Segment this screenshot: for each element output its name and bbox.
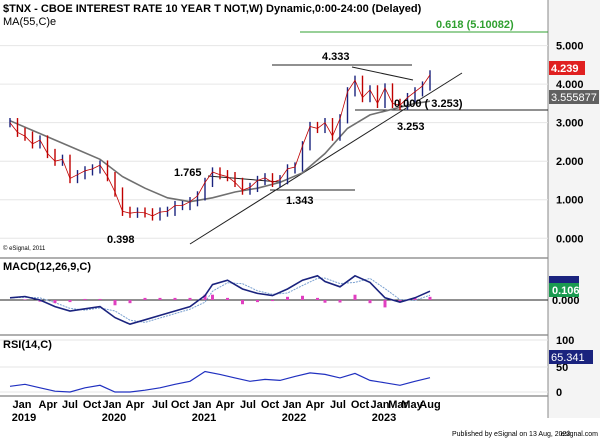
time-year-label: 2022	[282, 412, 306, 424]
time-tick-label: Jul	[240, 399, 256, 411]
rsi-y-tick-label: 0	[556, 387, 562, 399]
time-tick-label: Oct	[261, 399, 280, 411]
price-y-tick-label: 1.000	[556, 195, 584, 207]
annotation-1343: 1.343	[286, 195, 314, 207]
price-close-line	[9, 74, 431, 217]
time-tick-label: Oct	[171, 399, 190, 411]
price-y-tick-label: 3.000	[556, 118, 584, 130]
time-tick-label: Apr	[216, 399, 236, 411]
last-price-label: 4.239	[551, 63, 579, 75]
macd-y-tick-label: 0.000	[552, 295, 580, 307]
time-tick-label: Mar	[388, 399, 408, 411]
annotation-fib-0618: 0.618 (5.10082)	[436, 19, 514, 31]
rsi-value-label: 65.341	[551, 352, 585, 364]
copyright: © eSignal, 2011	[3, 245, 46, 252]
price-y-tick-label: 4.000	[556, 79, 584, 91]
rsi-value-label-box	[549, 350, 593, 364]
time-tick-label: Apr	[126, 399, 146, 411]
annotation-4333: 4.333	[322, 51, 350, 63]
last-price-label-box	[549, 61, 585, 75]
time-tick-label: Jul	[62, 399, 78, 411]
time-tick-label: Apr	[306, 399, 326, 411]
time-tick-label: May	[401, 399, 423, 411]
price-y-tick-label: 5.000	[556, 41, 584, 53]
time-year-label: 2021	[192, 412, 216, 424]
trendline-support	[189, 72, 463, 245]
rsi-y-axis: 100 50 0	[556, 335, 574, 399]
macd-value-label: 0.106	[552, 285, 580, 297]
time-year-label: 2020	[102, 412, 126, 424]
rsi-y-tick-label: 100	[556, 335, 574, 347]
chart-title: $TNX - CBOE INTEREST RATE 10 YEAR T NOT,…	[3, 3, 422, 15]
time-axis: Jan Apr Jul Oct Jan Apr Jul Oct Jan Apr Jul Oct Jan A…	[12, 399, 441, 424]
macd-line	[9, 274, 431, 326]
time-tick-label: Jan	[371, 399, 390, 411]
macd-histogram	[9, 277, 432, 323]
rsi-grid	[0, 339, 548, 393]
price-grid	[0, 45, 548, 239]
ma-value-label: 3.555877	[551, 92, 597, 104]
macd-value-label-box	[549, 283, 579, 297]
rsi-y-tick-label: 50	[556, 362, 568, 374]
time-tick-label: Apr	[39, 399, 59, 411]
macd-signal-line	[9, 277, 431, 323]
time-tick-label: Jan	[193, 399, 212, 411]
rsi-line	[9, 370, 431, 393]
channel-4333	[351, 66, 414, 81]
footer-brand: esignal.com	[561, 431, 599, 438]
time-tick-label: Jul	[152, 399, 168, 411]
ma-55-line	[9, 100, 431, 203]
macd-y-axis: 0.000	[552, 295, 580, 307]
time-tick-label: Jul	[330, 399, 346, 411]
annotation-3253: 3.253	[397, 121, 425, 133]
annotation-1765: 1.765	[174, 167, 202, 179]
time-tick-label: Jan	[13, 399, 32, 411]
time-tick-label: Oct	[83, 399, 102, 411]
time-tick-label: Aug	[419, 399, 440, 411]
footer-publisher: Published by eSignal on 13 Aug, 2023	[452, 431, 570, 438]
footer-bar	[0, 427, 600, 439]
ma-label: MA(55,C)e	[3, 16, 56, 28]
trend-drawings	[189, 31, 548, 245]
price-y-tick-label: 2.000	[556, 156, 584, 168]
ma-value-label-box	[549, 90, 599, 104]
time-year-label: 2023	[372, 412, 396, 424]
time-tick-label: Oct	[351, 399, 370, 411]
macd-title: MACD(12,26,9,C)	[3, 261, 91, 273]
rsi-title: RSI(14,C)	[3, 339, 52, 351]
time-year-label: 2019	[12, 412, 36, 424]
time-tick-label: Jan	[103, 399, 122, 411]
price-y-tick-label: 0.000	[556, 233, 584, 245]
annotation-0398: 0.398	[107, 234, 135, 246]
price-bars	[9, 70, 431, 221]
annotation-fib-0000: 0.000 ( 3.253)	[394, 98, 463, 110]
price-y-axis: 5.000 4.000 3.000 2.000 1.000 0.000	[556, 41, 584, 246]
time-tick-label: Jan	[283, 399, 302, 411]
